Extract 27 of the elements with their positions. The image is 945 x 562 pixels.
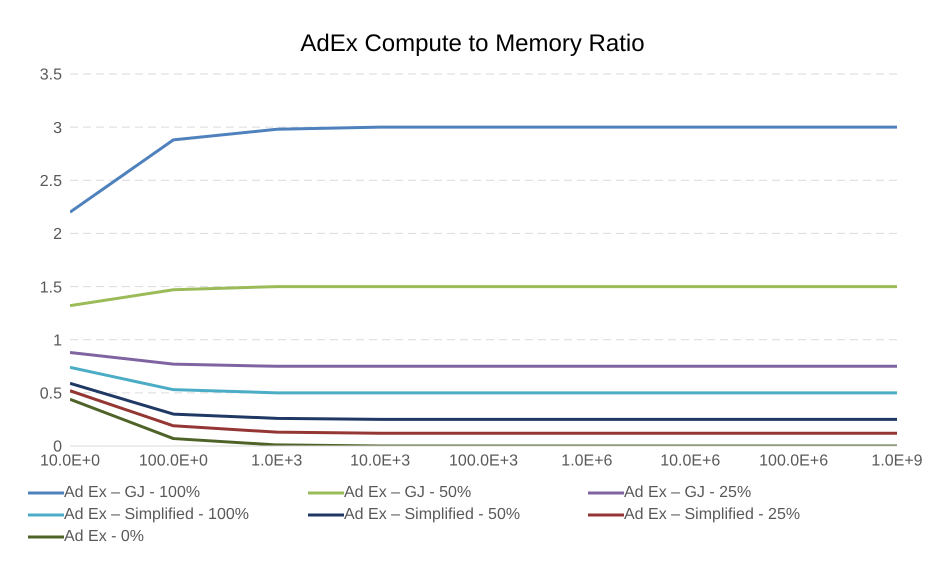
- x-tick-label: 1.0E+9: [871, 452, 923, 470]
- y-tick-label: 2: [53, 226, 62, 244]
- x-tick-label: 100.0E+0: [138, 452, 208, 470]
- x-tick-label: 1.0E+3: [251, 452, 302, 470]
- line-series: [70, 382, 897, 421]
- chart-title: AdEx Compute to Memory Ratio: [299, 29, 646, 59]
- legend-label: Ad Ex – GJ - 100%: [64, 484, 200, 502]
- legend-label: Ad Ex - 0%: [64, 528, 144, 546]
- legend-label: Ad Ex – Simplified - 50%: [344, 506, 520, 524]
- x-tick-label: 100.0E+6: [759, 452, 828, 470]
- y-tick-label: 0.5: [40, 386, 62, 403]
- x-tick-label: 10.0E+6: [660, 452, 720, 470]
- legend-label: Ad Ex – Simplified - 100%: [64, 506, 249, 524]
- legend-label: Ad Ex – GJ - 25%: [624, 484, 752, 502]
- legend-label: Ad Ex – Simplified - 25%: [624, 506, 800, 524]
- line-series: [70, 398, 897, 446]
- y-tick-label: 3.5: [40, 66, 62, 84]
- y-tick-label: 1: [53, 332, 62, 350]
- legend-label: Ad Ex – GJ - 50%: [344, 484, 472, 502]
- line-series: [70, 126, 897, 214]
- y-tick-label: 3: [53, 120, 62, 137]
- y-tick-label: 1.5: [40, 279, 62, 296]
- x-tick-label: 100.0E+3: [449, 452, 518, 470]
- x-tick-label: 10.0E+3: [350, 452, 410, 470]
- x-tick-label: 1.0E+6: [561, 452, 613, 470]
- line-series: [70, 389, 897, 435]
- y-tick-label: 2.5: [40, 172, 62, 190]
